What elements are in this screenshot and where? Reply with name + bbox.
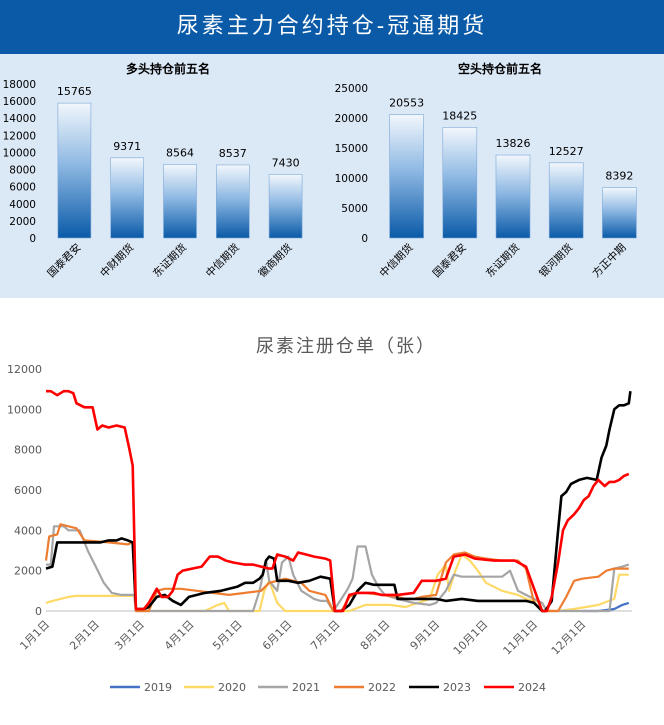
bar-value-label: 8537 bbox=[219, 147, 247, 160]
chart-title: 尿素注册仓单（张） bbox=[256, 336, 436, 357]
y-tick-label: 5000 bbox=[341, 203, 368, 215]
series-line-2024 bbox=[46, 389, 630, 613]
x-category-label: 方正中期 bbox=[590, 241, 629, 280]
bar bbox=[216, 164, 250, 239]
legend-label: 2023 bbox=[443, 681, 471, 694]
y-tick-label: 0 bbox=[361, 233, 368, 245]
x-tick-label: 2月1日 bbox=[67, 618, 102, 653]
y-tick-label: 10000 bbox=[7, 403, 42, 416]
series-line-2021 bbox=[46, 525, 630, 613]
y-tick-label: 4000 bbox=[9, 199, 36, 211]
bar bbox=[57, 102, 92, 239]
bar bbox=[442, 127, 478, 239]
x-tick-label: 10月1日 bbox=[451, 618, 491, 658]
y-tick-label: 18000 bbox=[3, 79, 36, 91]
bar-value-label: 18425 bbox=[442, 109, 477, 122]
bar-value-label: 13826 bbox=[496, 137, 531, 150]
bar-value-label: 8564 bbox=[166, 147, 194, 160]
x-category-label: 中财期货 bbox=[97, 241, 136, 280]
bar-value-label: 20553 bbox=[389, 97, 424, 110]
y-tick-label: 6000 bbox=[9, 182, 36, 194]
y-tick-label: 20000 bbox=[335, 113, 368, 125]
x-category-label: 徽商期货 bbox=[256, 241, 295, 280]
x-category-label: 国泰君安 bbox=[45, 241, 84, 280]
header-banner: 尿素主力合约持仓-冠通期货 bbox=[0, 0, 664, 54]
y-tick-label: 10000 bbox=[335, 173, 368, 185]
y-tick-label: 8000 bbox=[14, 444, 42, 457]
y-tick-label: 12000 bbox=[7, 363, 42, 376]
y-tick-label: 12000 bbox=[3, 130, 36, 142]
legend-label: 2020 bbox=[218, 681, 246, 694]
x-tick-label: 7月1日 bbox=[308, 618, 343, 653]
bar bbox=[163, 164, 197, 239]
x-tick-label: 4月1日 bbox=[162, 618, 197, 653]
y-tick-label: 10000 bbox=[3, 147, 36, 159]
x-category-label: 东证期货 bbox=[150, 241, 189, 280]
y-tick-label: 0 bbox=[35, 605, 42, 618]
warehouse-receipts-chart: 尿素注册仓单（张） 0 2000 4000 6000 8000 10000 12000 1月1日… bbox=[7, 336, 632, 694]
legend-label: 2021 bbox=[292, 681, 320, 694]
y-tick-label: 4000 bbox=[14, 524, 42, 537]
x-tick-label: 8月1日 bbox=[358, 618, 393, 653]
x-tick-label: 11月1日 bbox=[501, 618, 541, 658]
y-tick-label: 0 bbox=[29, 233, 36, 245]
y-tick-label: 15000 bbox=[335, 143, 368, 155]
x-tick-label: 9月1日 bbox=[408, 618, 443, 653]
y-tick-label: 2000 bbox=[9, 216, 36, 228]
bar-value-label: 9371 bbox=[113, 140, 141, 153]
y-tick-label: 14000 bbox=[3, 113, 36, 125]
bar bbox=[110, 157, 144, 239]
x-category-label: 中信期货 bbox=[377, 241, 416, 280]
bar-value-label: 7430 bbox=[272, 156, 300, 169]
bar-value-label: 8392 bbox=[605, 170, 633, 183]
x-category-label: 东证期货 bbox=[483, 241, 522, 280]
bar bbox=[495, 154, 531, 239]
y-tick-label: 16000 bbox=[3, 96, 36, 108]
y-tick-label: 25000 bbox=[335, 83, 368, 95]
y-tick-label: 2000 bbox=[14, 565, 42, 578]
bar-value-label: 15765 bbox=[57, 85, 92, 98]
x-tick-label: 6月1日 bbox=[260, 618, 295, 653]
x-tick-label: 1月1日 bbox=[17, 618, 52, 653]
x-category-label: 国泰君安 bbox=[430, 241, 469, 280]
bar bbox=[602, 187, 637, 239]
short-positions-chart: 空头持仓前五名 0 5000 10000 15000 20000 25000 20553 中信期… bbox=[335, 61, 637, 280]
long-positions-chart: 多头持仓前五名 0 2000 4000 6000 8000 10000 12000 14000 1… bbox=[3, 61, 303, 280]
bar-value-label: 12527 bbox=[549, 145, 584, 158]
legend-label: 2019 bbox=[144, 681, 172, 694]
bar bbox=[389, 114, 424, 239]
y-tick-label: 6000 bbox=[14, 484, 42, 497]
legend-label: 2024 bbox=[518, 681, 546, 694]
x-category-label: 银河期货 bbox=[536, 241, 575, 280]
bar bbox=[548, 162, 584, 239]
page-title: 尿素主力合约持仓-冠通期货 bbox=[176, 14, 488, 39]
x-tick-label: 12月1日 bbox=[549, 618, 589, 658]
x-tick-label: 3月1日 bbox=[112, 618, 147, 653]
legend-label: 2022 bbox=[368, 681, 396, 694]
chart-title: 空头持仓前五名 bbox=[458, 61, 542, 76]
x-tick-label: 5月1日 bbox=[210, 618, 245, 653]
bar bbox=[268, 174, 303, 239]
chart-title: 多头持仓前五名 bbox=[126, 61, 210, 76]
y-tick-label: 8000 bbox=[9, 165, 36, 177]
x-category-label: 中信期货 bbox=[203, 241, 242, 280]
